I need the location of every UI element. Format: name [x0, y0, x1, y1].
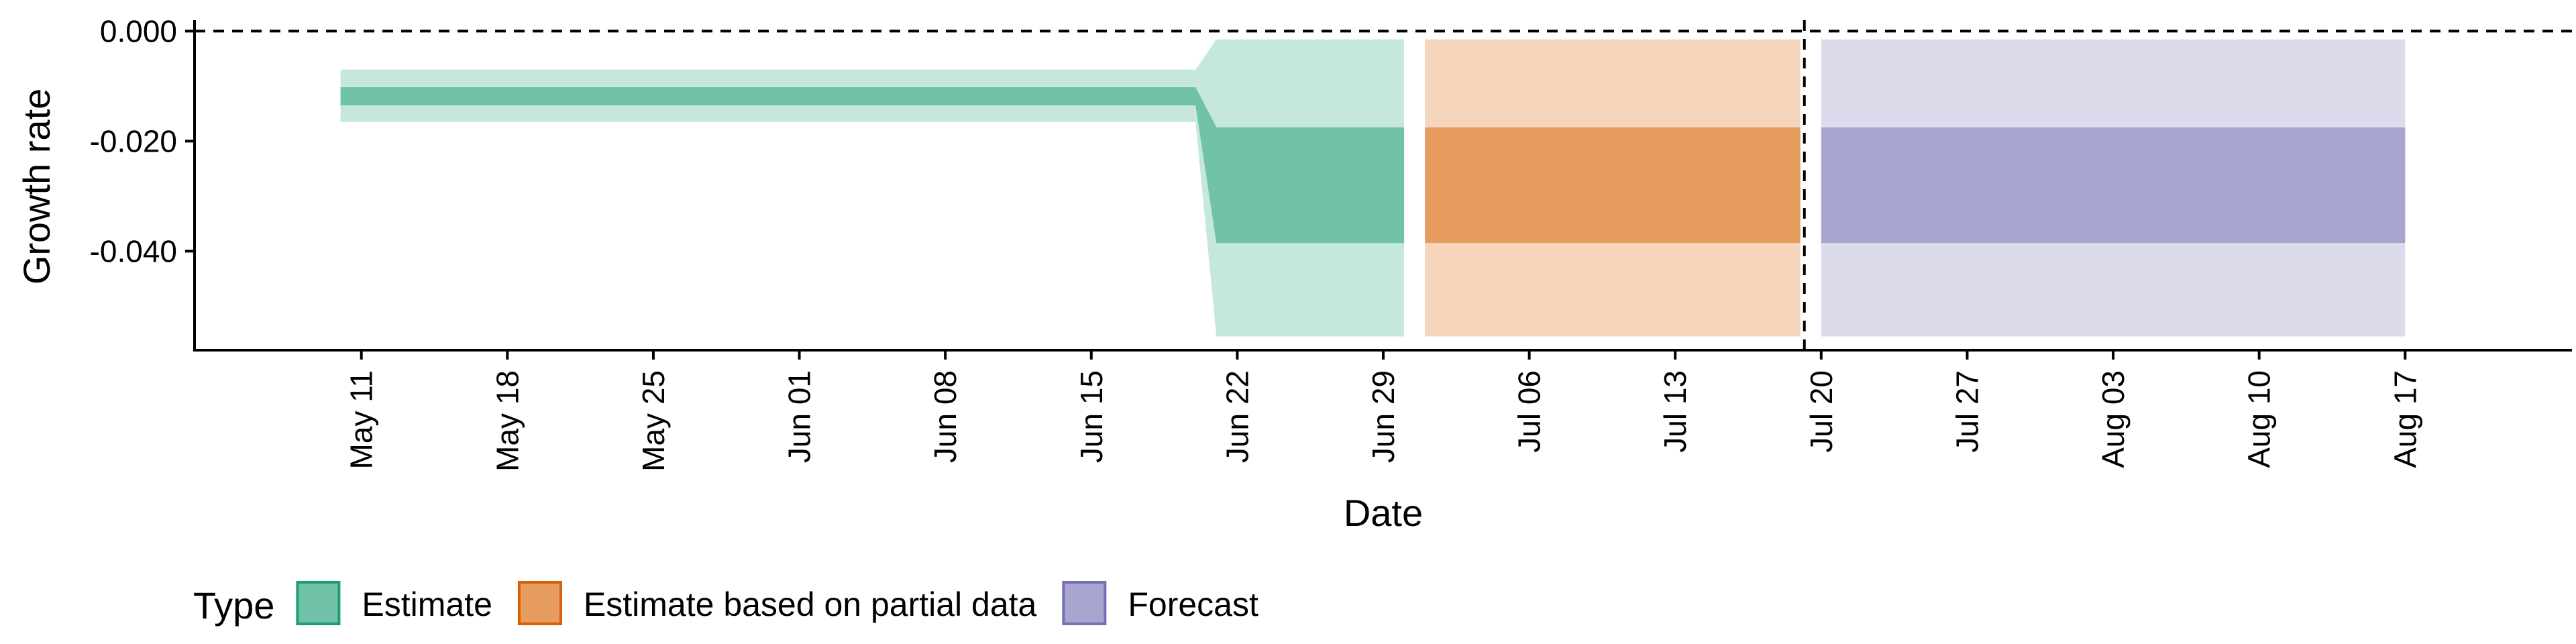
- x-tick-label: May 18: [490, 370, 525, 472]
- legend-title: Type: [193, 584, 274, 627]
- x-tick-label: Jun 01: [782, 370, 817, 463]
- legend-label-estimate: Estimate: [362, 586, 492, 623]
- x-tick-label: Jul 06: [1512, 370, 1547, 453]
- x-tick-label: Jul 27: [1949, 370, 1984, 453]
- x-tick-label: Jun 22: [1220, 370, 1254, 463]
- y-tick-label: 0.000: [100, 13, 177, 48]
- band-layer: [340, 39, 2406, 337]
- x-ticks: May 11 May 18 May 25 Jun 01 Jun 08 Jun 15 Jun …: [344, 350, 2422, 472]
- x-tick-label: Jul 20: [1804, 370, 1839, 453]
- x-tick-label: Jun 08: [928, 370, 963, 463]
- x-tick-label: May 25: [636, 370, 671, 472]
- legend-key-estimate: [296, 581, 341, 625]
- y-tick-label: -0.020: [90, 123, 177, 158]
- x-axis-title: Date: [1344, 492, 1423, 534]
- legend: Type Estimate Estimate based on partial d…: [193, 581, 1258, 627]
- reference-lines: [195, 20, 2572, 350]
- band-estimate-outer: [340, 39, 1405, 337]
- x-tick-label: Jul 13: [1658, 370, 1693, 453]
- y-axis-title: Growth rate: [15, 89, 58, 285]
- y-ticks: 0.000 -0.020 -0.040: [90, 13, 195, 268]
- x-tick-label: Aug 10: [2242, 370, 2277, 468]
- band-estimate-inner: [340, 87, 1405, 244]
- band-estimate-based-on-partial-data-inner: [1425, 127, 1801, 244]
- x-tick-label: May 11: [344, 370, 379, 469]
- legend-label-forecast: Forecast: [1128, 586, 1258, 623]
- x-tick-label: Jun 29: [1366, 370, 1401, 463]
- x-tick-label: Aug 03: [2096, 370, 2131, 468]
- y-tick-label: -0.040: [90, 233, 177, 268]
- x-tick-label: Aug 17: [2387, 370, 2422, 468]
- legend-label-estimate-based-on-partial-data: Estimate based on partial data: [584, 586, 1037, 623]
- band-forecast-inner: [1821, 127, 2406, 244]
- legend-key-forecast: [1062, 581, 1107, 625]
- legend-key-estimate-based-on-partial-data: [517, 581, 562, 625]
- x-tick-label: Jun 15: [1074, 370, 1109, 463]
